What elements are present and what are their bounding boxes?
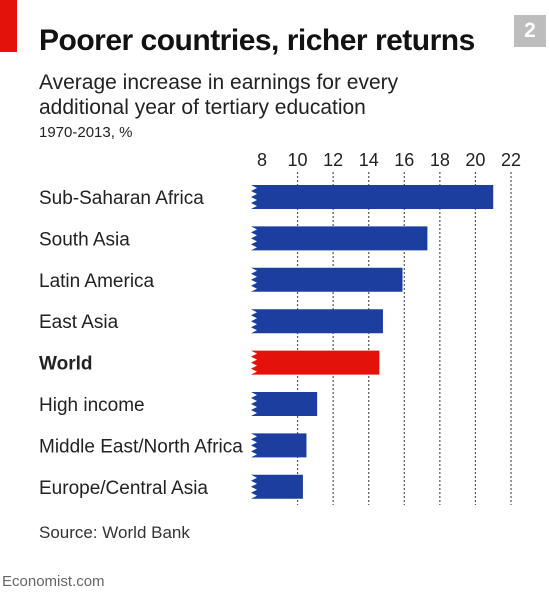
- bar: [251, 350, 380, 375]
- category-label: South Asia: [39, 229, 130, 250]
- bar: [251, 433, 307, 458]
- x-tick-label: 18: [430, 150, 450, 170]
- bar: [251, 474, 303, 499]
- chart-title: Poorer countries, richer returns: [39, 24, 475, 57]
- x-tick-label: 8: [257, 150, 267, 170]
- bar: [251, 392, 318, 416]
- x-tick-label: 20: [465, 150, 485, 170]
- bar: [251, 309, 383, 334]
- x-tick-label: 14: [359, 150, 379, 170]
- bar: [251, 226, 428, 251]
- red-accent-tag: [0, 0, 17, 52]
- category-label: High income: [39, 395, 145, 416]
- chart-number-badge: 2: [514, 15, 546, 47]
- category-label: East Asia: [39, 312, 119, 333]
- category-label: Sub-Saharan Africa: [39, 188, 204, 209]
- category-label: Latin America: [39, 271, 155, 292]
- x-tick-label: 12: [323, 150, 343, 170]
- chart-units-label: 1970-2013, %: [39, 124, 133, 141]
- x-tick-label: 10: [288, 150, 308, 170]
- bar: [251, 185, 494, 209]
- chart-subtitle: Average increase in earnings for every a…: [39, 71, 399, 119]
- category-label: Europe/Central Asia: [39, 478, 208, 499]
- category-label: Middle East/North Africa: [39, 436, 243, 457]
- category-label: World: [39, 354, 92, 375]
- x-tick-label: 16: [394, 150, 414, 170]
- source-note: Source: World Bank: [39, 523, 190, 542]
- x-tick-label: 22: [501, 150, 521, 170]
- brand-footer: Economist.com: [2, 573, 105, 590]
- bar: [251, 267, 403, 292]
